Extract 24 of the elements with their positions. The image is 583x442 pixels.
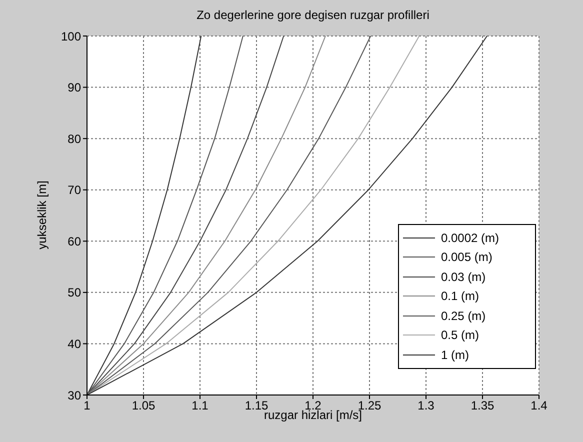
legend-label: 1 (m) bbox=[441, 348, 469, 362]
legend-label: 0.0002 (m) bbox=[441, 230, 500, 245]
x-tick-label: 1.35 bbox=[470, 398, 494, 413]
x-tick-label: 1.1 bbox=[192, 398, 209, 413]
x-tick-label: 1.4 bbox=[530, 398, 548, 413]
chart-title: Zo degerlerine gore degisen ruzgar profilleri bbox=[196, 8, 430, 22]
y-tick-label: 90 bbox=[68, 80, 82, 95]
y-tick-label: 50 bbox=[68, 286, 82, 300]
legend-label: 0.03 (m) bbox=[441, 270, 486, 284]
y-tick-label: 30 bbox=[68, 388, 82, 402]
x-tick-label: 1.05 bbox=[132, 398, 156, 413]
y-tick-label: 80 bbox=[68, 132, 82, 146]
y-tick-label: 100 bbox=[60, 29, 82, 44]
x-tick-label: 1.15 bbox=[244, 398, 268, 413]
x-tick-label: 1.3 bbox=[418, 398, 435, 413]
y-tick-label: 60 bbox=[68, 234, 82, 248]
x-tick-label: 1 bbox=[84, 398, 91, 413]
legend-label: 0.1 (m) bbox=[441, 289, 480, 304]
legend-label: 0.005 (m) bbox=[441, 250, 492, 264]
y-tick-label: 70 bbox=[68, 183, 82, 198]
legend-label: 0.5 (m) bbox=[441, 328, 480, 342]
y-tick-label: 40 bbox=[68, 336, 82, 351]
y-axis-title: yukseklik [m] bbox=[35, 180, 49, 250]
legend-label: 0.25 (m) bbox=[441, 308, 486, 323]
